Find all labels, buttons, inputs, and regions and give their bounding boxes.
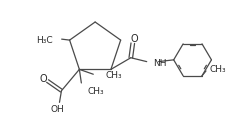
- Text: O: O: [131, 34, 139, 44]
- Text: CH₃: CH₃: [105, 70, 122, 79]
- Text: H₃C: H₃C: [36, 35, 53, 44]
- Text: CH₃: CH₃: [210, 64, 227, 73]
- Text: O: O: [40, 73, 47, 83]
- Text: OH: OH: [51, 104, 64, 113]
- Text: NH: NH: [153, 59, 166, 67]
- Text: CH₃: CH₃: [87, 86, 104, 95]
